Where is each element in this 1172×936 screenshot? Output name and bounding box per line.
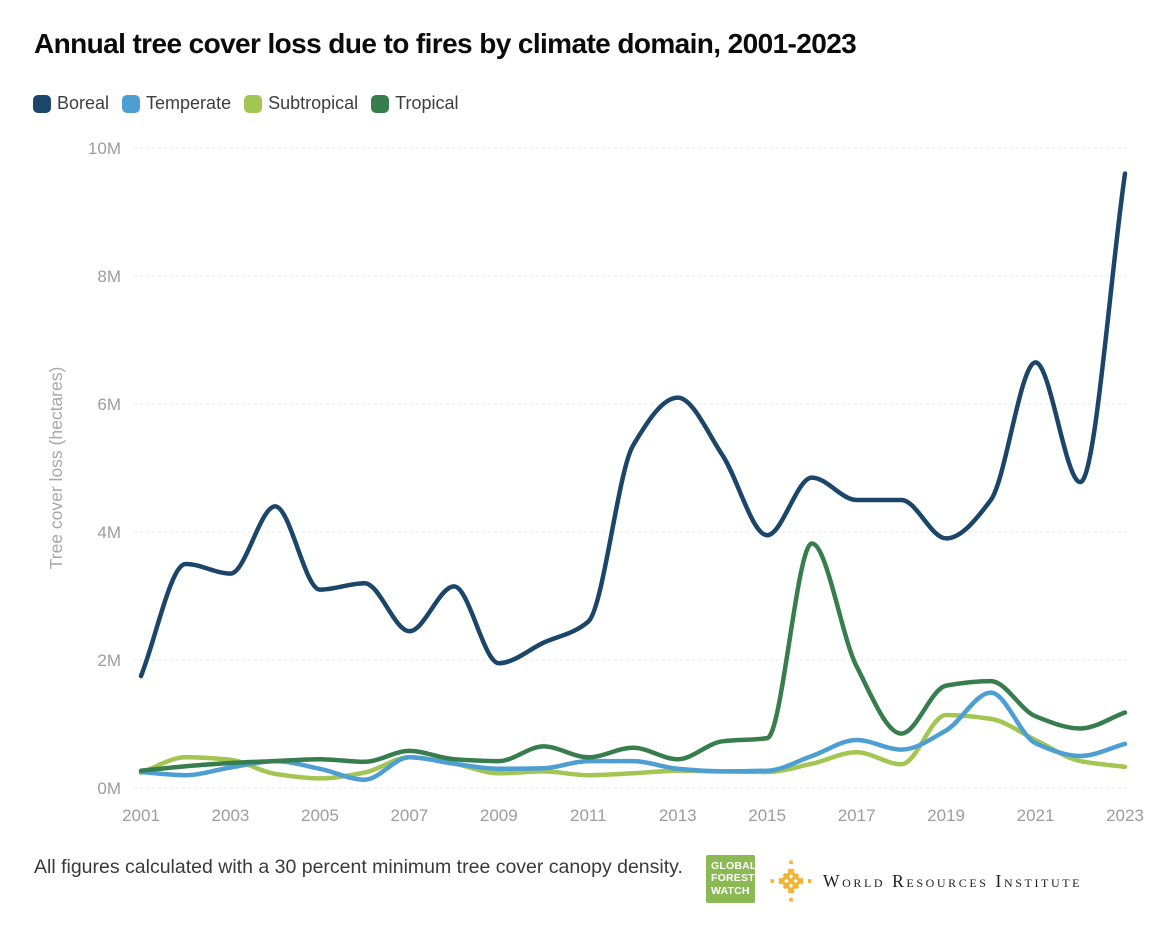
y-tick-label: 0M (97, 779, 121, 798)
x-tick-label: 2005 (301, 806, 339, 825)
y-tick-label: 4M (97, 523, 121, 542)
x-tick-label: 2011 (570, 806, 607, 825)
x-tick-label: 2003 (212, 806, 250, 825)
legend-item-temperate: Temperate (122, 93, 231, 114)
wri-weave-icon (770, 860, 812, 902)
x-tick-label: 2009 (480, 806, 518, 825)
x-tick-label: 2017 (838, 806, 876, 825)
legend: Boreal Temperate Subtropical Tropical (33, 93, 459, 114)
series-line-subtropical (138, 712, 1128, 781)
legend-item-tropical: Tropical (371, 93, 459, 114)
gfw-logo-line: WATCH (711, 884, 750, 897)
x-tick-label: 2019 (927, 806, 965, 825)
y-axis-title: Tree cover loss (hectares) (46, 367, 66, 570)
legend-swatch-icon (371, 94, 390, 113)
series-line-boreal (138, 171, 1128, 679)
x-tick-label: 2015 (748, 806, 786, 825)
series-line-tropical (138, 541, 1128, 773)
gfw-logo-line: FOREST (711, 872, 755, 885)
legend-swatch-icon (244, 94, 263, 113)
legend-label: Subtropical (268, 93, 359, 113)
y-tick-label: 2M (97, 651, 121, 670)
gfw-logo: GLOBAL FOREST WATCH (706, 855, 757, 903)
wri-logo-text: World Resources Institute (823, 870, 1083, 891)
y-tick-label: 8M (97, 267, 121, 286)
chart-title: Annual tree cover loss due to fires by c… (34, 28, 857, 59)
legend-item-subtropical: Subtropical (244, 93, 358, 114)
legend-swatch-icon (33, 94, 51, 113)
y-tick-label: 6M (97, 395, 121, 414)
series-line-temperate (138, 690, 1128, 782)
x-tick-label: 2013 (659, 806, 697, 825)
legend-label: Boreal (57, 93, 110, 113)
x-tick-label: 2021 (1017, 806, 1055, 825)
footnote: All figures calculated with a 30 percent… (34, 856, 683, 878)
x-tick-label: 2023 (1106, 806, 1144, 825)
wri-logo: World Resources Institute (770, 860, 1082, 902)
y-tick-label: 10M (88, 139, 121, 158)
gfw-logo-line: GLOBAL (711, 860, 757, 872)
legend-label: Tropical (395, 93, 459, 113)
x-tick-label: 2001 (122, 806, 160, 825)
legend-swatch-icon (122, 94, 141, 113)
legend-label: Temperate (146, 93, 232, 113)
legend-item-boreal: Boreal (33, 93, 109, 114)
x-tick-label: 2007 (390, 806, 428, 825)
line-chart-canvas: 0M 2M 4M 6M 8M 10M 2001 2003 2005 2007 2009 2011 201… (46, 139, 1144, 825)
